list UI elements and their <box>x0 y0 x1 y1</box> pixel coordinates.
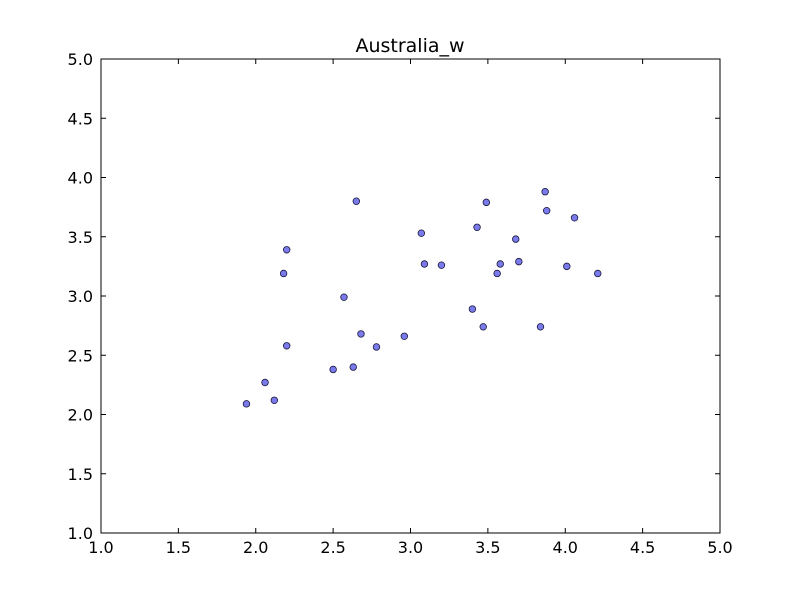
data-point <box>512 235 520 243</box>
data-point <box>563 262 571 271</box>
x-tick-label: 5.0 <box>707 538 732 557</box>
plot-frame <box>100 58 721 534</box>
x-tick-label: 2.5 <box>320 538 345 557</box>
data-point <box>479 323 487 331</box>
data-point <box>542 206 551 215</box>
data-point <box>400 332 409 340</box>
data-point <box>468 305 477 313</box>
data-point <box>279 269 288 278</box>
data-point <box>283 246 291 254</box>
data-point <box>493 269 501 278</box>
data-point <box>420 260 429 268</box>
data-point <box>570 214 579 222</box>
data-point <box>473 223 481 231</box>
data-point <box>261 378 269 387</box>
data-point <box>357 330 365 338</box>
y-tick-label: 4.0 <box>68 169 93 188</box>
data-point <box>496 260 504 268</box>
y-tick-label: 5.0 <box>68 50 93 69</box>
plot-area: 1.0 1.5 2.0 2.5 3.0 3.5 4.0 4.5 5.0 1.0 1.5 2.0 2.5 3… <box>68 50 733 557</box>
y-tick-label: 3.0 <box>68 287 93 306</box>
x-tick-label: 2.0 <box>243 538 268 557</box>
y-tick-label: 4.5 <box>68 109 93 128</box>
data-point <box>340 293 348 301</box>
chart-title: Australia_w <box>355 35 464 57</box>
data-point <box>482 198 491 207</box>
data-point <box>270 396 279 404</box>
x-tick-label: 4.0 <box>553 538 578 557</box>
y-tick-label: 2.5 <box>68 346 93 365</box>
data-point <box>283 342 291 350</box>
data-point <box>515 257 523 266</box>
x-tick-label: 4.5 <box>630 538 655 557</box>
data-point <box>536 323 545 331</box>
y-tick-label: 2.0 <box>68 406 93 425</box>
x-tick-label: 1.0 <box>88 538 113 557</box>
data-point <box>329 365 337 374</box>
data-point <box>417 229 426 237</box>
data-point <box>437 261 446 269</box>
y-tick-label: 1.5 <box>68 465 93 484</box>
y-tick-label: 3.5 <box>68 228 93 247</box>
data-point <box>349 363 357 371</box>
data-point <box>372 343 381 351</box>
y-tick-label: 1.0 <box>68 524 93 543</box>
data-point <box>242 400 251 408</box>
x-tick-label: 3.0 <box>398 538 423 557</box>
data-point <box>541 188 549 196</box>
x-tick-label: 1.5 <box>166 538 191 557</box>
x-tick-label: 3.5 <box>475 538 500 557</box>
data-point <box>352 197 361 205</box>
data-point <box>594 269 602 278</box>
